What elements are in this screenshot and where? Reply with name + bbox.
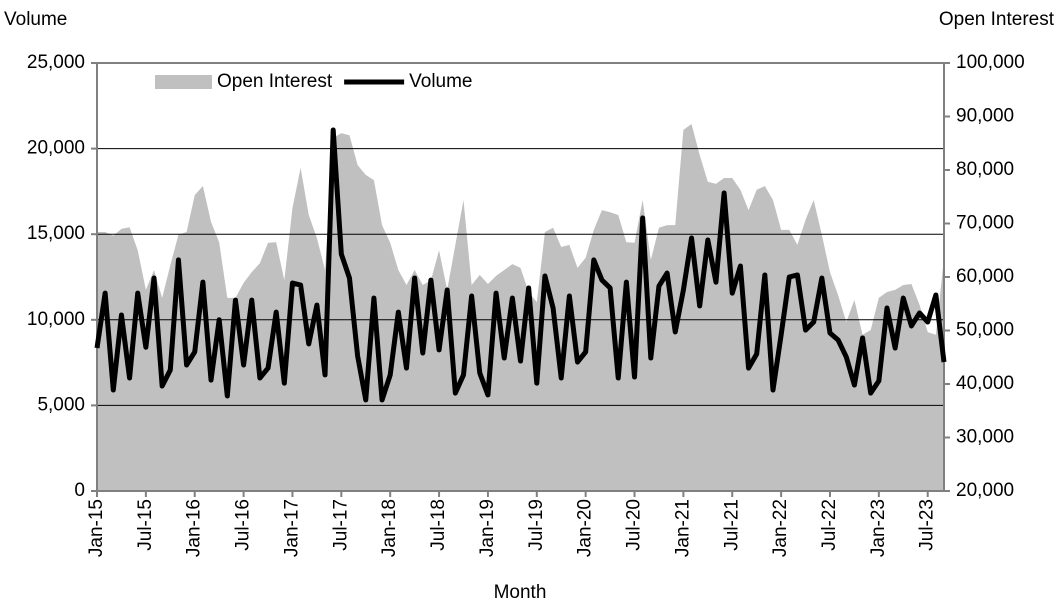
y2-tick-label: 30,000 bbox=[956, 427, 1014, 448]
x-tick-label: Jul-19 bbox=[526, 499, 547, 551]
y2-axis-title: Open Interest bbox=[939, 9, 1055, 30]
y-tick-label: 25,000 bbox=[27, 52, 85, 73]
x-tick-label: Jul-15 bbox=[135, 499, 156, 551]
x-tick-label: Jul-17 bbox=[330, 499, 351, 551]
x-tick-label: Jan-17 bbox=[281, 499, 302, 557]
y-tick-label: 5,000 bbox=[37, 394, 85, 415]
x-tick-label: Jan-21 bbox=[672, 499, 693, 557]
x-tick-label: Jul-23 bbox=[917, 499, 938, 551]
y2-tick-label: 60,000 bbox=[956, 266, 1014, 287]
x-tick-label: Jan-15 bbox=[86, 499, 107, 557]
y2-tick-label: 70,000 bbox=[956, 213, 1014, 234]
y-tick-label: 20,000 bbox=[27, 138, 85, 159]
x-tick-label: Jul-21 bbox=[721, 499, 742, 551]
x-tick-label: Jul-20 bbox=[624, 499, 645, 551]
y-tick-label: 0 bbox=[74, 480, 85, 501]
x-axis-title: Month bbox=[494, 582, 547, 603]
y2-tick-label: 100,000 bbox=[956, 52, 1025, 73]
y-tick-label: 15,000 bbox=[27, 223, 85, 244]
x-tick-label: Jan-23 bbox=[868, 499, 889, 557]
y2-tick-label: 40,000 bbox=[956, 373, 1014, 394]
legend-label: Volume bbox=[409, 71, 472, 92]
x-tick-label: Jan-22 bbox=[770, 499, 791, 557]
x-tick-label: Jul-18 bbox=[428, 499, 449, 551]
x-tick-label: Jan-20 bbox=[575, 499, 596, 557]
x-tick-label: Jan-16 bbox=[184, 499, 205, 557]
y-axis-title: Volume bbox=[4, 9, 67, 30]
y2-tick-label: 90,000 bbox=[956, 106, 1014, 127]
x-tick-label: Jan-19 bbox=[477, 499, 498, 557]
area bbox=[97, 123, 944, 492]
y2-tick-label: 80,000 bbox=[956, 159, 1014, 180]
legend-label: Open Interest bbox=[217, 71, 333, 92]
x-tick-label: Jan-18 bbox=[379, 499, 400, 557]
x-tick-label: Jul-16 bbox=[233, 499, 254, 551]
y-tick-label: 10,000 bbox=[27, 309, 85, 330]
legend-swatch bbox=[155, 75, 212, 89]
y2-tick-label: 50,000 bbox=[956, 320, 1014, 341]
line bbox=[94, 127, 947, 403]
x-tick-label: Jul-22 bbox=[819, 499, 840, 551]
y2-tick-label: 20,000 bbox=[956, 480, 1014, 501]
